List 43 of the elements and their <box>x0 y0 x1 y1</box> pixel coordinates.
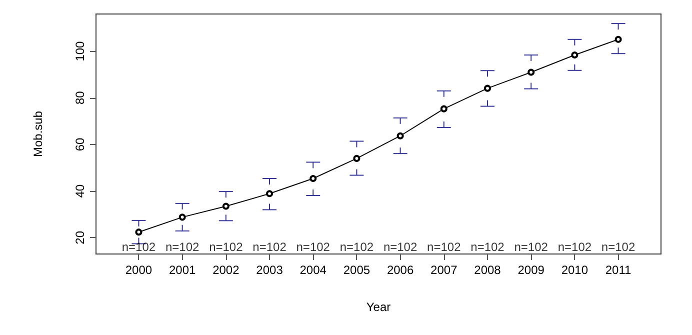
annotation: n=102 <box>340 240 374 254</box>
point <box>353 154 360 162</box>
point <box>222 202 230 210</box>
point <box>571 52 578 59</box>
point <box>614 36 622 43</box>
point <box>266 190 274 198</box>
x-tick-label: 2000 <box>125 263 152 277</box>
annotation: n=102 <box>296 240 330 254</box>
x-tick-label: 2002 <box>212 263 240 277</box>
annotation: n=102 <box>252 240 287 254</box>
annotation: n=102 <box>209 240 244 254</box>
point <box>310 175 317 182</box>
x-tick-label: 2011 <box>605 263 632 277</box>
annotation: n=102 <box>514 240 548 254</box>
annotation: n=102 <box>383 240 418 254</box>
y-tick-label: 40 <box>73 184 87 198</box>
x-tick-label: 2003 <box>256 263 284 277</box>
point <box>135 228 142 236</box>
point <box>396 132 404 140</box>
x-tick-label: 2008 <box>474 263 502 277</box>
y-tick-label: 20 <box>73 230 87 244</box>
x-tick-label: 2007 <box>430 263 458 277</box>
annotation: n=102 <box>122 240 156 254</box>
x-tick-label: 2010 <box>561 263 588 277</box>
x-tick-label: 2005 <box>343 263 370 277</box>
x-axis-title: Year <box>366 300 391 314</box>
annotation: n=102 <box>165 240 200 254</box>
point <box>528 68 535 76</box>
annotation: n=102 <box>470 240 505 254</box>
x-tick-label: 2006 <box>386 263 414 277</box>
annotation: n=102 <box>427 240 462 254</box>
annotation: n=102 <box>558 240 592 254</box>
point <box>484 84 491 92</box>
point <box>178 214 186 221</box>
annotation: n=102 <box>601 240 636 254</box>
y-tick-label: 80 <box>73 90 87 105</box>
y-axis-title: Mob.sub <box>31 110 45 158</box>
x-tick-label: 2001 <box>168 263 196 277</box>
y-tick-label: 100 <box>73 40 87 62</box>
y-tick-label: 60 <box>73 137 87 152</box>
x-tick-label: 2009 <box>518 263 545 277</box>
point <box>440 105 448 112</box>
x-tick-label: 2004 <box>300 263 327 277</box>
